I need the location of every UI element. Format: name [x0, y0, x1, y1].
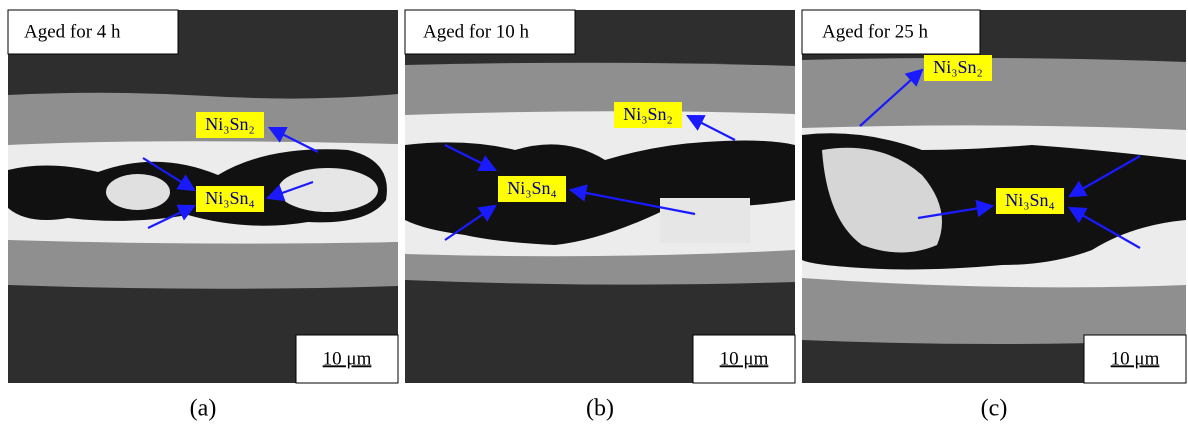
- label-box: [498, 176, 566, 202]
- scale-box: [692, 334, 796, 384]
- arrow: [142, 157, 196, 192]
- phase: [822, 147, 942, 253]
- arrow: [686, 114, 736, 141]
- phase-label: Ni₃Sn₄: [205, 188, 255, 208]
- arrow: [265, 180, 314, 202]
- arrow: [444, 144, 497, 171]
- caption: (c): [981, 396, 1008, 422]
- panel-b: Aged for 10 h Ni₃Sn₂ Ni₃Sn₄ 10 μm: [404, 9, 796, 384]
- scale-box: [295, 334, 399, 384]
- phase-label: Ni₃Sn₂: [933, 57, 983, 77]
- phase-label: Ni₃Sn₄: [507, 178, 557, 198]
- arrow: [859, 68, 924, 127]
- arrow: [147, 204, 196, 229]
- title-box: [7, 9, 179, 55]
- phase: [278, 168, 378, 212]
- phase-label: Ni₃Sn₂: [623, 104, 673, 124]
- label-box: [196, 186, 264, 212]
- label-box: [196, 112, 264, 138]
- phase: [106, 174, 170, 210]
- panel-a: Aged for 4 h Ni₃Sn₂ Ni₃Sn₄ 10 μm: [7, 9, 399, 384]
- scale-box: [1083, 334, 1187, 384]
- panel-title: Aged for 4 h: [24, 21, 121, 42]
- arrow: [1068, 155, 1141, 198]
- phase-label: Ni₃Sn₂: [205, 114, 255, 134]
- arrow: [568, 184, 696, 216]
- label-box: [924, 55, 992, 81]
- scale-bar: 10 μm: [720, 348, 769, 369]
- arrow: [268, 127, 319, 153]
- title-box: [801, 9, 981, 55]
- void: [405, 140, 795, 245]
- label-box: [996, 188, 1064, 214]
- phase: [660, 198, 750, 243]
- phase-label: Ni₃Sn₄: [1005, 190, 1055, 210]
- scale-bar: 10 μm: [1111, 348, 1160, 369]
- panel-c: Aged for 25 h Ni₃Sn₂ Ni₃Sn₄ 10 μm: [801, 9, 1187, 384]
- caption: (b): [586, 396, 614, 422]
- panel-title: Aged for 10 h: [423, 21, 530, 42]
- arrow: [1068, 206, 1141, 249]
- label-box: [614, 102, 682, 128]
- title-box: [404, 9, 576, 55]
- arrow: [444, 204, 497, 241]
- arrow: [917, 199, 995, 220]
- caption: (a): [190, 396, 217, 422]
- scale-bar: 10 μm: [323, 348, 372, 369]
- panel-title: Aged for 25 h: [822, 21, 929, 42]
